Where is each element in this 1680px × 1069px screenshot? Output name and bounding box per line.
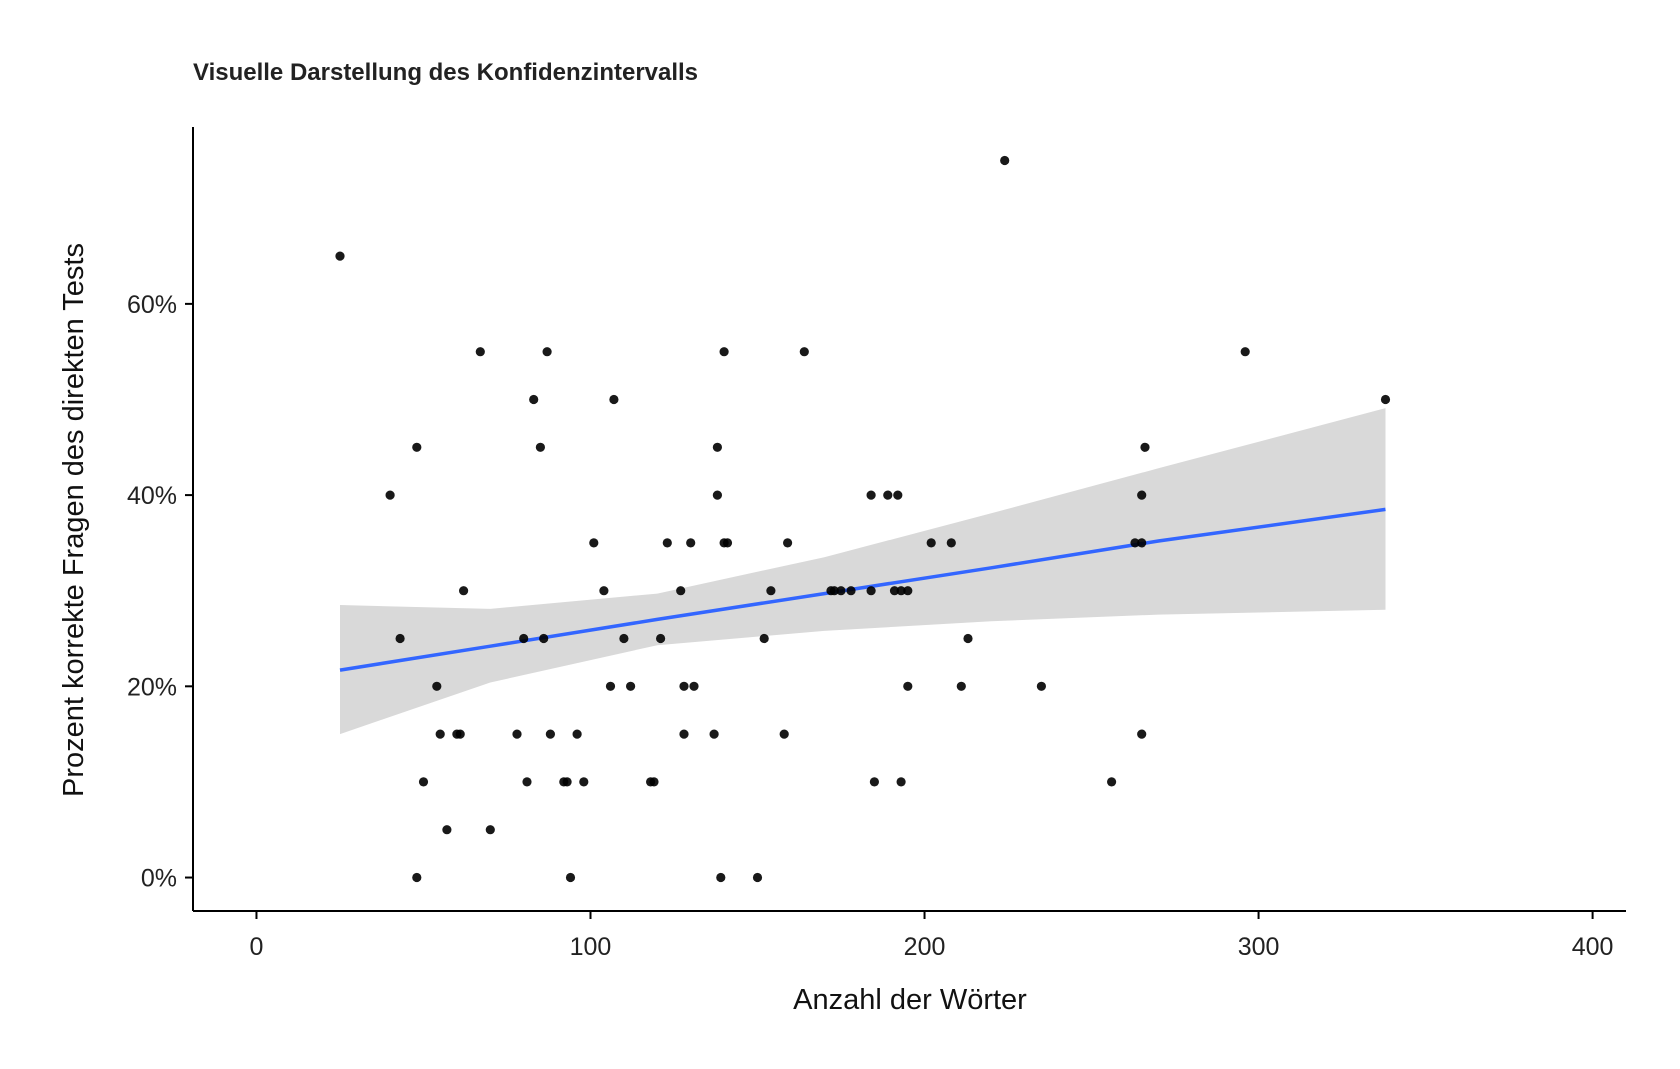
data-point — [519, 633, 529, 644]
data-point — [1137, 729, 1147, 739]
data-point — [676, 586, 686, 596]
data-point — [1130, 538, 1140, 548]
data-point — [459, 586, 469, 596]
data-point — [686, 538, 696, 548]
data-point — [903, 681, 913, 691]
data-point — [896, 777, 906, 787]
data-point — [679, 681, 689, 691]
data-point — [609, 394, 619, 405]
data-point — [1137, 490, 1147, 500]
y-axis-ticks: 0% 20% 40% 60% — [127, 291, 193, 893]
data-point — [719, 347, 729, 357]
x-tick-label: 200 — [904, 933, 946, 961]
data-point — [455, 729, 465, 739]
data-point — [662, 538, 672, 548]
data-point — [656, 633, 666, 644]
data-point — [709, 729, 719, 739]
data-point — [722, 538, 733, 548]
data-point — [766, 586, 776, 596]
data-point — [605, 681, 616, 691]
data-point — [412, 872, 422, 883]
data-point — [542, 347, 552, 357]
data-point — [1140, 442, 1150, 452]
data-point — [572, 729, 582, 739]
data-point — [866, 490, 876, 500]
data-point — [475, 347, 485, 357]
data-point — [1107, 777, 1117, 787]
data-point — [869, 777, 880, 787]
data-point — [522, 777, 532, 787]
data-point — [712, 490, 723, 500]
confidence-band-layer — [340, 408, 1386, 735]
data-point — [539, 633, 549, 644]
data-point — [418, 777, 429, 787]
data-point — [626, 681, 636, 691]
data-point — [889, 586, 900, 596]
y-axis-title: Prozent korrekte Fragen des direkten Tes… — [58, 243, 90, 797]
data-point — [1000, 155, 1010, 166]
data-point — [779, 729, 789, 739]
data-point — [896, 586, 906, 596]
y-tick-label: 0% — [141, 865, 177, 893]
data-point — [485, 825, 495, 835]
points-layer — [335, 155, 1391, 883]
x-tick-label: 300 — [1238, 933, 1280, 961]
data-point — [752, 872, 763, 883]
data-point — [619, 633, 629, 644]
data-point — [435, 729, 445, 739]
data-point — [836, 586, 846, 596]
data-point — [866, 586, 876, 596]
data-point — [599, 586, 609, 596]
data-point — [589, 538, 599, 548]
data-point — [649, 777, 659, 787]
data-point — [1380, 394, 1391, 405]
data-point — [579, 777, 589, 787]
y-tick-label: 60% — [127, 291, 177, 319]
data-point — [432, 681, 442, 691]
data-point — [783, 538, 793, 548]
x-tick-label: 400 — [1572, 933, 1614, 961]
x-axis-ticks: 0 100 200 300 400 — [250, 911, 1614, 961]
data-point — [946, 538, 956, 548]
data-point — [512, 729, 522, 739]
data-point — [1137, 538, 1147, 548]
data-point — [412, 442, 422, 452]
data-point — [335, 251, 345, 261]
trend-line — [339, 507, 1386, 672]
data-point — [956, 681, 966, 691]
data-point — [679, 729, 689, 739]
data-point — [395, 633, 405, 644]
data-point — [759, 633, 769, 644]
data-point — [799, 347, 809, 357]
y-tick-label: 20% — [127, 673, 177, 701]
x-tick-label: 100 — [570, 933, 612, 961]
data-point — [883, 490, 893, 500]
data-point — [562, 777, 572, 787]
data-point — [903, 586, 913, 596]
data-point — [545, 729, 556, 739]
data-point — [442, 825, 452, 835]
data-point — [385, 490, 395, 500]
data-point — [1240, 347, 1250, 357]
confidence-band — [340, 408, 1386, 735]
data-point — [963, 633, 973, 644]
data-point — [689, 681, 699, 691]
data-point — [565, 872, 576, 883]
data-point — [829, 586, 839, 596]
data-point — [535, 442, 546, 452]
y-tick-label: 40% — [127, 482, 177, 510]
trend-line-layer — [339, 507, 1386, 672]
data-point — [893, 490, 903, 500]
x-axis-title: Anzahl der Wörter — [793, 984, 1027, 1016]
data-point — [846, 586, 856, 596]
data-point — [712, 442, 723, 452]
chart-title: Visuelle Darstellung des Konfidenzinterv… — [193, 59, 698, 86]
data-point — [529, 394, 539, 405]
data-point — [716, 872, 726, 883]
data-point — [926, 538, 936, 548]
x-tick-label: 0 — [250, 933, 264, 961]
data-point — [1036, 681, 1046, 691]
